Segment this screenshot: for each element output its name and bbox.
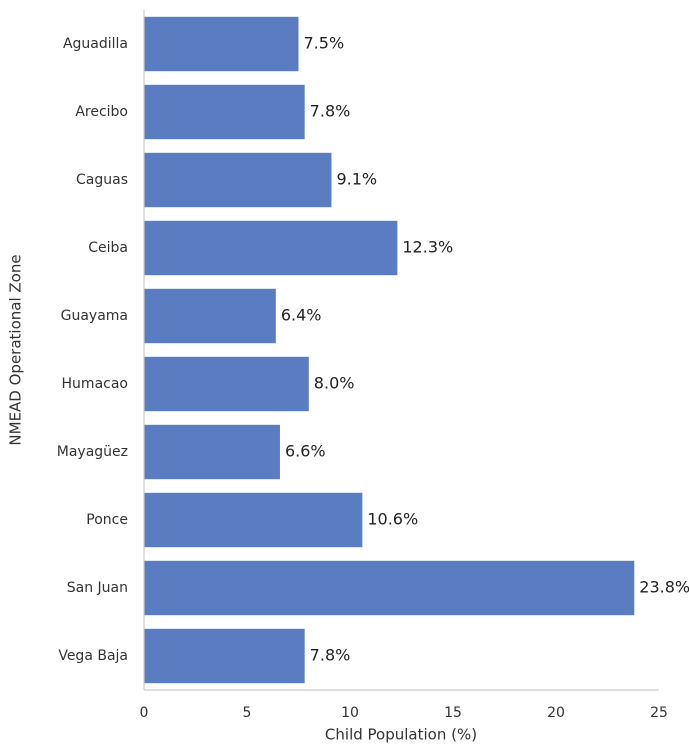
bar xyxy=(144,288,276,344)
value-label: 6.4% xyxy=(281,306,322,325)
y-tick-label: Arecibo xyxy=(75,104,128,120)
value-label: 8.0% xyxy=(314,374,355,393)
bar xyxy=(144,424,280,480)
y-tick-label: Caguas xyxy=(76,172,128,188)
y-tick-label: San Juan xyxy=(67,580,128,596)
y-tick-label: Ceiba xyxy=(88,240,128,256)
x-tick-label: 0 xyxy=(140,705,149,721)
x-axis-label: Child Population (%) xyxy=(325,726,477,744)
x-tick-label: 5 xyxy=(243,705,252,721)
bar xyxy=(144,152,332,208)
bar xyxy=(144,628,305,684)
value-label: 10.6% xyxy=(367,510,418,529)
x-tick-label: 10 xyxy=(341,705,359,721)
value-label: 12.3% xyxy=(402,238,453,257)
bar xyxy=(144,356,309,412)
y-tick-label: Ponce xyxy=(86,512,128,528)
y-tick-label: Guayama xyxy=(61,308,128,324)
y-tick-label: Humacao xyxy=(62,376,128,392)
x-tick-label: 15 xyxy=(444,705,462,721)
value-label: 7.8% xyxy=(310,102,351,121)
bar xyxy=(144,84,305,140)
value-label: 6.6% xyxy=(285,442,326,461)
y-tick-label: Mayagüez xyxy=(57,444,128,460)
bar xyxy=(144,492,363,548)
x-tick-label: 25 xyxy=(650,705,668,721)
value-label: 7.5% xyxy=(304,34,345,53)
bar xyxy=(144,16,299,72)
y-axis-label: NMEAD Operational Zone xyxy=(7,254,25,445)
value-label: 7.8% xyxy=(310,646,351,665)
x-tick-label: 20 xyxy=(547,705,565,721)
y-tick-label: Vega Baja xyxy=(58,648,128,664)
y-tick-label: Aguadilla xyxy=(63,36,128,52)
bar xyxy=(144,560,635,616)
value-label: 23.8% xyxy=(639,578,689,597)
bar xyxy=(144,220,398,276)
value-label: 9.1% xyxy=(336,170,377,189)
